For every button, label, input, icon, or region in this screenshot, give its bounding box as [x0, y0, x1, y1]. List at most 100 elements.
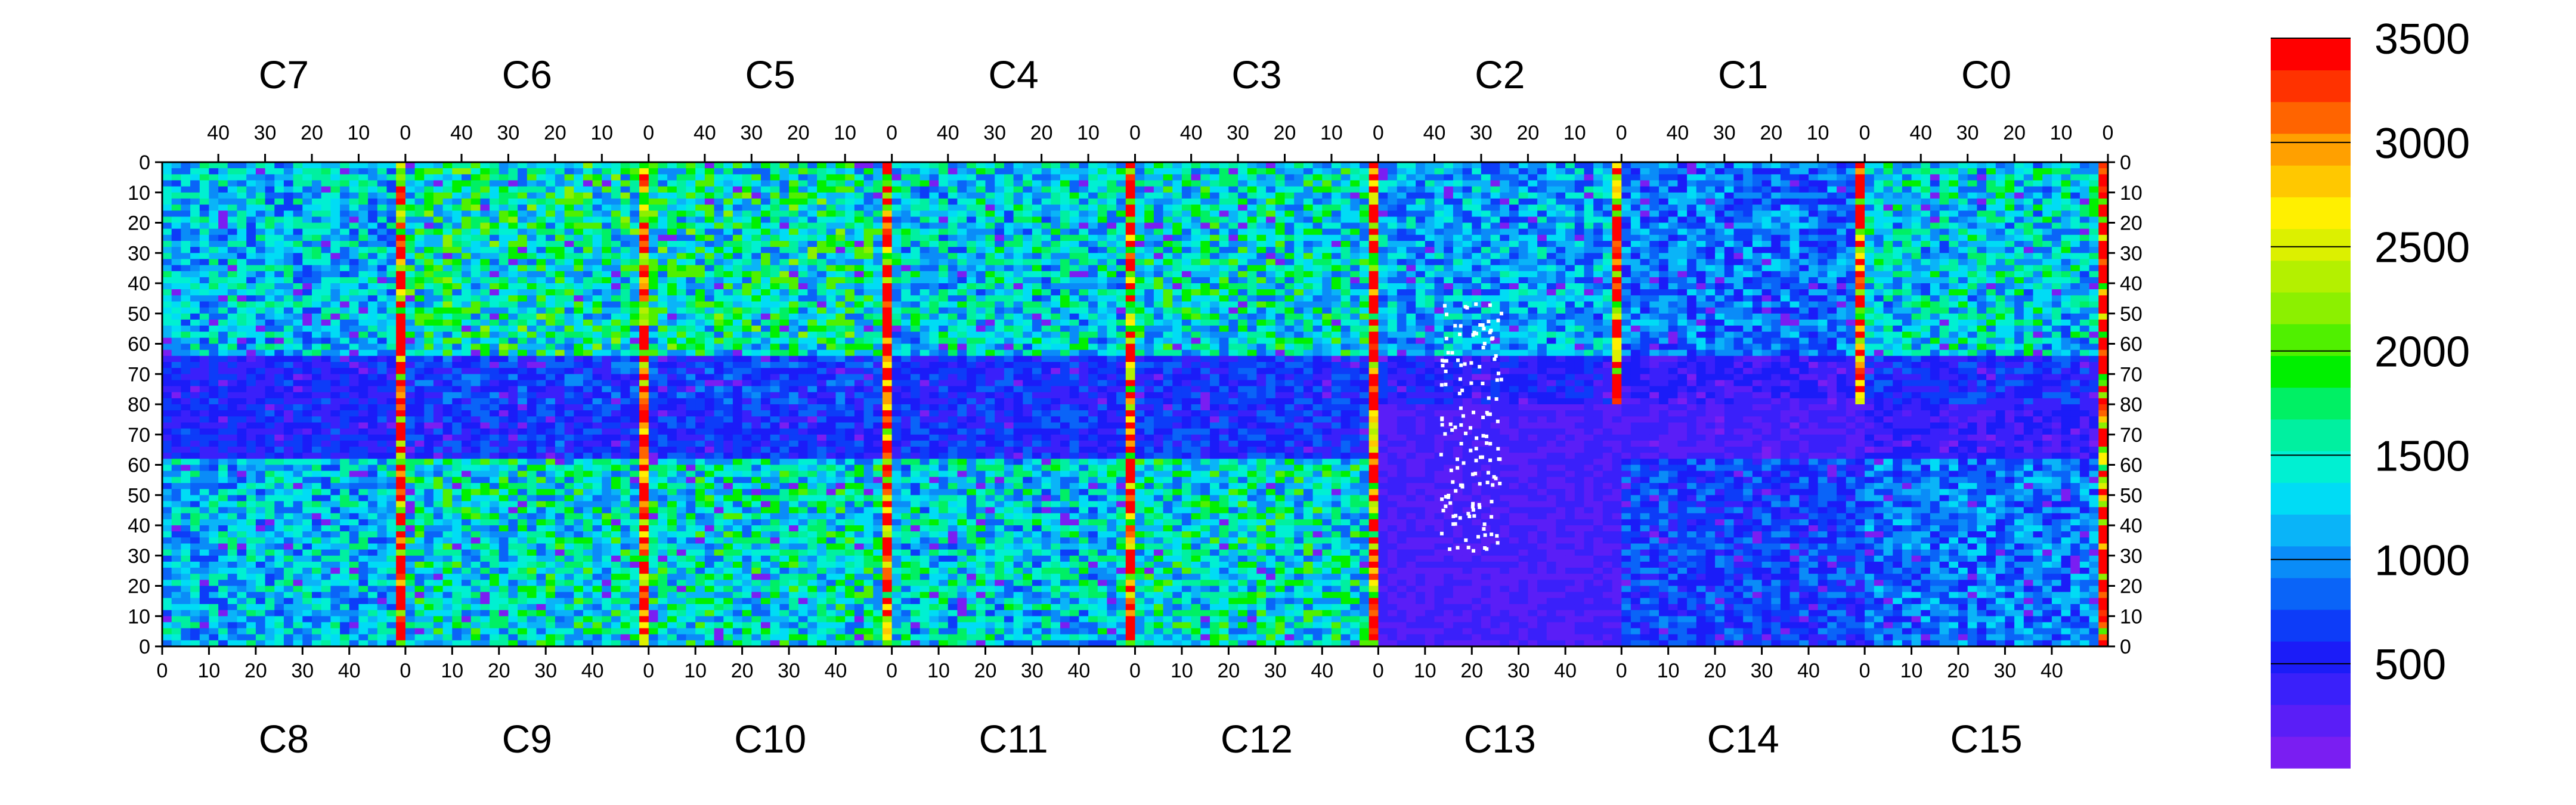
- heat-cell: [1219, 271, 1229, 278]
- heat-cell: [957, 174, 967, 181]
- heat-cell: [1013, 192, 1023, 199]
- heat-cell: [817, 174, 827, 181]
- heat-cell: [368, 326, 378, 332]
- heat-cell: [1256, 301, 1267, 308]
- heat-cell: [340, 301, 350, 308]
- heat-cell: [312, 338, 322, 345]
- heat-cell: [891, 368, 902, 374]
- heat-cell: [1247, 355, 1258, 363]
- heat-cell: [340, 319, 350, 326]
- heat-cell: [414, 271, 425, 278]
- heat-cell: [1135, 332, 1145, 338]
- heat-cell: [1200, 301, 1210, 308]
- heat-cell: [742, 247, 752, 253]
- heat-cell: [976, 198, 986, 205]
- heat-cell: [1163, 222, 1173, 230]
- heat-cell: [1294, 228, 1304, 236]
- heat-cell: [1125, 283, 1136, 290]
- heat-cell: [620, 368, 630, 374]
- heat-cell: [414, 301, 425, 308]
- heat-cell: [704, 168, 715, 175]
- heat-cell: [817, 283, 827, 290]
- heat-cell: [686, 198, 696, 205]
- heat-cell: [293, 228, 303, 236]
- heat-cell: [1051, 259, 1061, 266]
- heat-cell: [704, 295, 715, 302]
- heat-cell: [1210, 295, 1220, 302]
- heat-cell: [835, 192, 846, 199]
- heat-cell: [190, 271, 200, 278]
- heat-cell: [798, 362, 809, 369]
- heat-cell: [181, 289, 191, 296]
- heat-cell: [1051, 301, 1061, 308]
- heat-cell: [1294, 392, 1304, 399]
- heat-cell: [1051, 234, 1061, 242]
- heat-cell: [349, 326, 360, 332]
- heat-cell: [564, 265, 574, 272]
- heat-cell: [976, 386, 986, 393]
- heat-cell: [452, 162, 462, 169]
- heat-cell: [630, 362, 640, 369]
- heat-cell: [480, 319, 490, 326]
- heat-cell: [1144, 162, 1154, 169]
- heat-cell: [1013, 259, 1023, 266]
- heat-cell: [1191, 205, 1201, 211]
- heat-cell: [255, 222, 266, 230]
- heat-cell: [181, 307, 191, 314]
- heat-cell: [1284, 283, 1295, 290]
- heat-cell: [190, 307, 200, 314]
- heat-cell: [807, 301, 818, 308]
- heat-cell: [667, 168, 677, 175]
- heat-cell: [1069, 222, 1079, 230]
- heat-cell: [1284, 271, 1295, 278]
- heat-cell: [742, 326, 752, 332]
- heat-cell: [368, 295, 378, 302]
- heat-cell: [798, 386, 809, 393]
- heat-cell: [798, 374, 809, 381]
- heat-cell: [218, 386, 228, 393]
- heat-cell: [1088, 192, 1098, 199]
- heat-cell: [1322, 289, 1332, 296]
- heat-cell: [265, 277, 275, 284]
- heat-cell: [274, 234, 284, 242]
- heat-cell: [676, 186, 687, 193]
- heat-cell: [1284, 259, 1295, 266]
- heat-cell: [1023, 174, 1033, 181]
- heat-cell: [1079, 277, 1089, 284]
- heat-cell: [620, 283, 630, 290]
- heat-cell: [283, 326, 294, 332]
- heat-cell: [929, 216, 939, 224]
- heat-cell: [302, 295, 312, 302]
- heat-cell: [1303, 326, 1314, 332]
- heat-cell: [845, 386, 855, 393]
- heat-cell: [863, 368, 874, 374]
- heat-cell: [1219, 355, 1229, 363]
- heat-cell: [490, 392, 500, 399]
- heat-cell: [1023, 277, 1033, 284]
- heat-cell: [1013, 313, 1023, 320]
- heat-cell: [1256, 277, 1267, 284]
- heat-cell: [490, 307, 500, 314]
- heat-cell: [199, 362, 210, 369]
- heat-cell: [349, 380, 360, 387]
- heat-cell: [985, 162, 995, 169]
- heat-cell: [1088, 180, 1098, 187]
- heat-cell: [255, 198, 266, 205]
- heat-cell: [246, 162, 256, 169]
- heat-cell: [1181, 216, 1192, 224]
- heat-cell: [957, 398, 967, 405]
- heat-cell: [302, 307, 312, 314]
- heat-cell: [807, 319, 818, 326]
- heat-cell: [723, 343, 733, 351]
- heat-cell: [602, 398, 612, 405]
- heat-cell: [1191, 349, 1201, 357]
- heat-cell: [302, 392, 312, 399]
- heat-cell: [1322, 241, 1332, 247]
- heat-cell: [976, 301, 986, 308]
- heat-cell: [742, 222, 752, 230]
- heat-cell: [948, 319, 958, 326]
- heat-cell: [948, 349, 958, 357]
- heat-cell: [929, 247, 939, 253]
- heat-cell: [761, 265, 771, 272]
- heat-cell: [405, 180, 416, 187]
